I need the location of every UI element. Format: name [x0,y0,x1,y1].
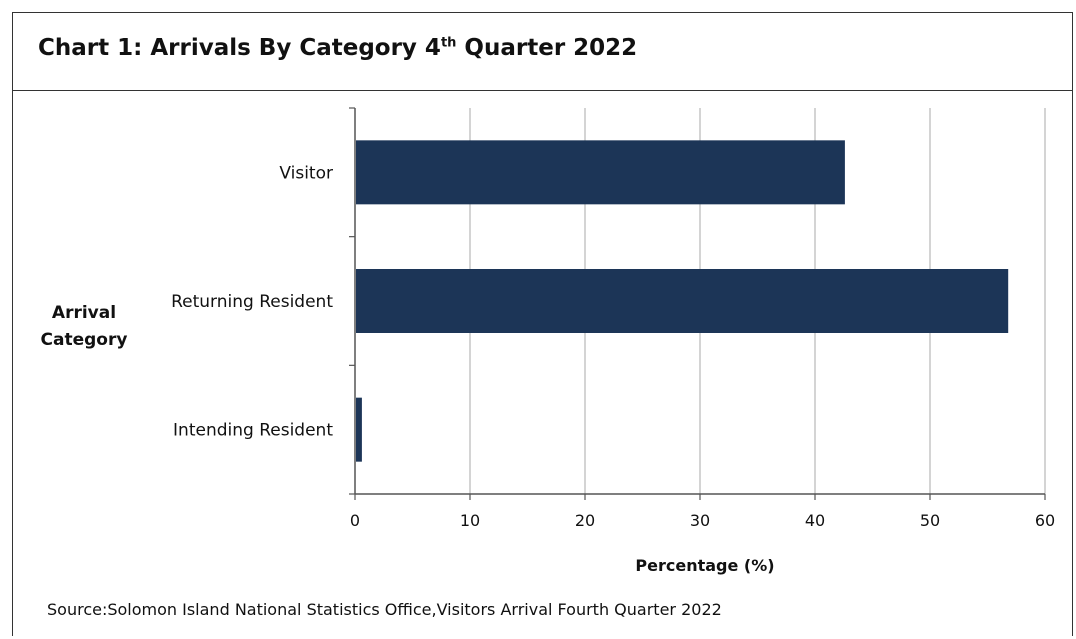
chart-title-prefix: Chart 1: Arrivals By Category 4 [38,35,441,61]
x-tick-label-2: 20 [575,511,595,530]
bar-2 [356,397,362,462]
chart-title-suffix: Quarter 2022 [456,35,638,61]
chart-title-superscript: th [440,35,457,51]
x-tick-label-3: 30 [690,511,710,530]
y-axis-title-line-1: Category [41,330,128,350]
chart-title: Chart 1: Arrivals By Category 4th Quarte… [38,35,637,61]
y-axis-title-line-0: Arrival [52,303,116,323]
category-label-1: Returning Resident [171,292,333,312]
bar-0 [356,140,845,205]
chart-frame: Chart 1: Arrivals By Category 4th Quarte… [12,12,1073,636]
x-tick-label-0: 0 [350,511,360,530]
bar-1 [356,269,1009,333]
source-note: Source:Solomon Island National Statistic… [47,600,722,619]
x-tick-label-5: 50 [920,511,940,530]
category-label-0: Visitor [279,163,333,183]
title-bar: Chart 1: Arrivals By Category 4th Quarte… [13,13,1072,91]
x-tick-label-4: 40 [805,511,825,530]
x-tick-label-6: 60 [1035,511,1055,530]
x-tick-label-1: 10 [460,511,480,530]
category-label-2: Intending Resident [173,421,333,441]
x-axis-title: Percentage (%) [635,556,774,575]
